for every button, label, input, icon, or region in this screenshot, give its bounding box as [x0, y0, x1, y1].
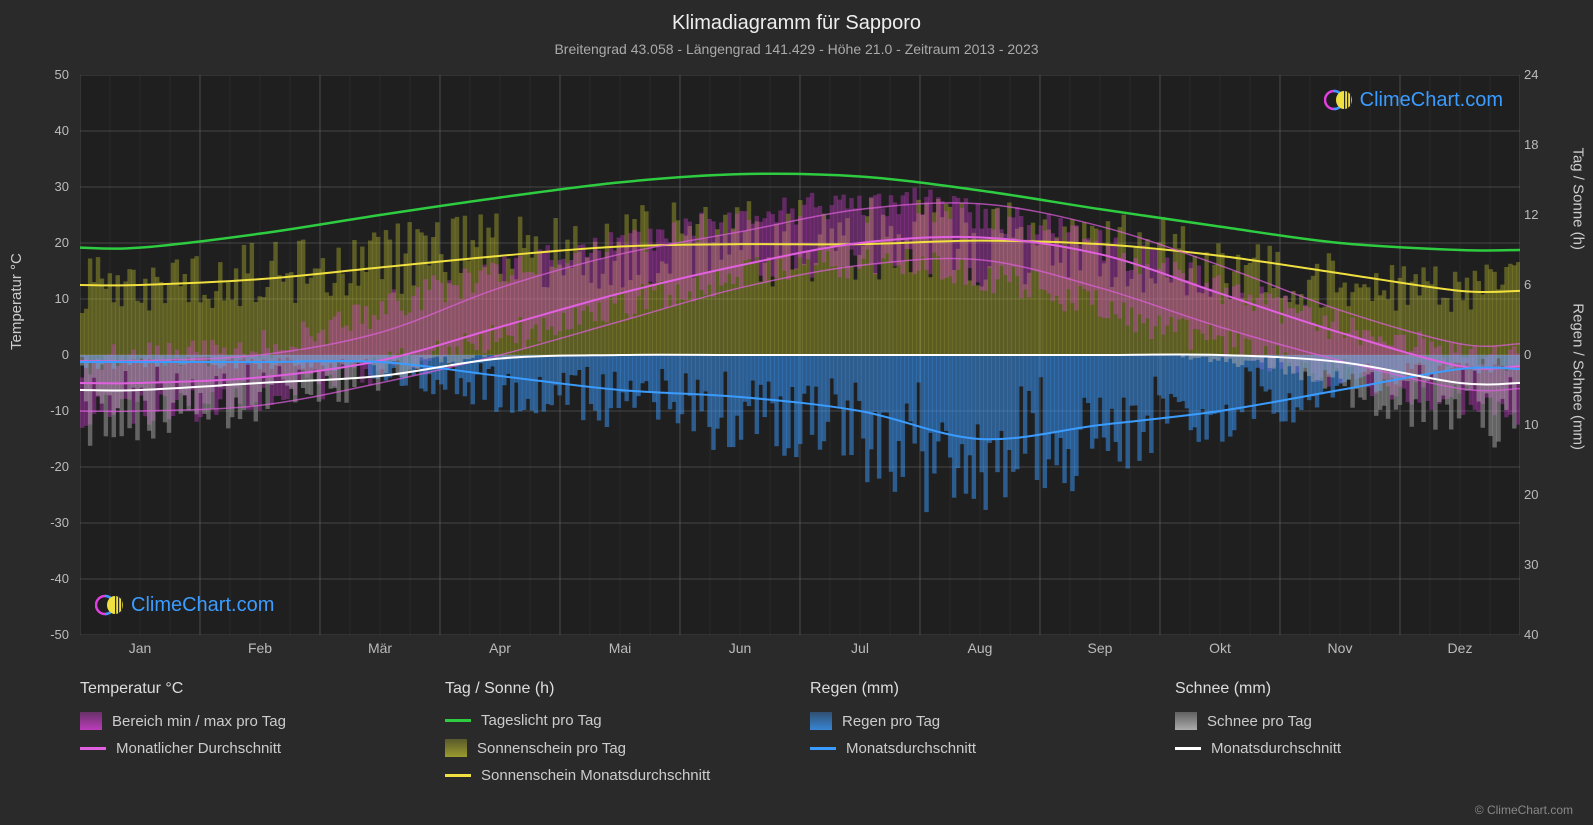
x-tick-month: Okt	[1209, 640, 1231, 656]
legend-swatch	[1175, 747, 1201, 750]
legend-item: Sonnenschein Monatsdurchschnitt	[445, 767, 790, 784]
x-tick-month: Dez	[1448, 640, 1473, 656]
legend-item: Tageslicht pro Tag	[445, 712, 790, 729]
x-tick-month: Jan	[129, 640, 152, 656]
legend-label: Sonnenschein Monatsdurchschnitt	[481, 767, 710, 784]
legend-swatch	[810, 712, 832, 730]
legend-label: Schnee pro Tag	[1207, 713, 1312, 730]
legend-item: Monatsdurchschnitt	[1175, 740, 1520, 757]
logo-icon	[95, 590, 125, 620]
legend: Temperatur °C Bereich min / max pro Tag Mo…	[80, 680, 1520, 794]
x-tick-month: Nov	[1328, 640, 1353, 656]
y-right-tick: 12	[1524, 207, 1538, 222]
copyright: © ClimeChart.com	[1475, 803, 1573, 817]
legend-swatch	[80, 712, 102, 730]
y-right-tick: 40	[1524, 627, 1538, 642]
y-left-tick: -10	[19, 403, 69, 418]
y-left-tick: 50	[19, 67, 69, 82]
y-axis-left: 50403020100-10-20-30-40-50	[18, 75, 73, 635]
legend-item: Regen pro Tag	[810, 712, 1155, 730]
legend-header: Tag / Sonne (h)	[445, 680, 790, 698]
y-right-tick: 0	[1524, 347, 1531, 362]
legend-label: Monatsdurchschnitt	[1211, 740, 1341, 757]
x-tick-month: Mär	[368, 640, 392, 656]
y-right-tick: 18	[1524, 137, 1538, 152]
legend-item: Monatlicher Durchschnitt	[80, 740, 425, 757]
legend-swatch	[80, 747, 106, 750]
legend-header: Temperatur °C	[80, 680, 425, 698]
legend-label: Monatsdurchschnitt	[846, 740, 976, 757]
legend-column: Regen (mm) Regen pro Tag Monatsdurchschnit…	[810, 680, 1155, 794]
x-tick-month: Feb	[248, 640, 272, 656]
y-left-tick: 10	[19, 291, 69, 306]
legend-swatch	[810, 747, 836, 750]
legend-header: Schnee (mm)	[1175, 680, 1520, 698]
x-tick-month: Sep	[1088, 640, 1113, 656]
legend-item: Schnee pro Tag	[1175, 712, 1520, 730]
legend-header: Regen (mm)	[810, 680, 1155, 698]
legend-column: Tag / Sonne (h) Tageslicht pro Tag Sonnens…	[445, 680, 790, 794]
x-tick-month: Apr	[489, 640, 511, 656]
legend-label: Regen pro Tag	[842, 713, 940, 730]
legend-item: Sonnenschein pro Tag	[445, 739, 790, 757]
chart-title: Klimadiagramm für Sapporo	[0, 0, 1593, 35]
y-left-tick: 40	[19, 123, 69, 138]
y-left-tick: 0	[19, 347, 69, 362]
y-right-tick: 24	[1524, 67, 1538, 82]
x-tick-month: Jun	[729, 640, 752, 656]
legend-swatch	[445, 719, 471, 722]
legend-column: Temperatur °C Bereich min / max pro Tag Mo…	[80, 680, 425, 794]
plot-svg	[80, 75, 1520, 635]
x-tick-month: Jul	[851, 640, 869, 656]
y-axis-right: 2418126010203040	[1520, 75, 1575, 635]
logo-text: ClimeChart.com	[131, 594, 274, 617]
y-left-tick: -50	[19, 627, 69, 642]
chart-plot-area	[80, 75, 1520, 635]
x-tick-month: Aug	[968, 640, 993, 656]
y-left-tick: 30	[19, 179, 69, 194]
legend-swatch	[1175, 712, 1197, 730]
y-right-tick: 30	[1524, 557, 1538, 572]
y-left-tick: -20	[19, 459, 69, 474]
legend-item: Monatsdurchschnitt	[810, 740, 1155, 757]
legend-label: Monatlicher Durchschnitt	[116, 740, 281, 757]
legend-label: Bereich min / max pro Tag	[112, 713, 286, 730]
legend-label: Tageslicht pro Tag	[481, 712, 602, 729]
logo-top-right: ClimeChart.com	[1324, 85, 1503, 115]
legend-column: Schnee (mm) Schnee pro Tag Monatsdurchschn…	[1175, 680, 1520, 794]
y-left-tick: -30	[19, 515, 69, 530]
legend-label: Sonnenschein pro Tag	[477, 740, 626, 757]
y-left-tick: -40	[19, 571, 69, 586]
legend-swatch	[445, 739, 467, 757]
x-tick-month: Mai	[609, 640, 632, 656]
y-right-tick: 6	[1524, 277, 1531, 292]
legend-item: Bereich min / max pro Tag	[80, 712, 425, 730]
logo-bottom-left: ClimeChart.com	[95, 590, 274, 620]
y-right-tick: 20	[1524, 487, 1538, 502]
logo-text: ClimeChart.com	[1360, 89, 1503, 112]
chart-subtitle: Breitengrad 43.058 - Längengrad 141.429 …	[0, 35, 1593, 57]
logo-icon	[1324, 85, 1354, 115]
legend-swatch	[445, 774, 471, 777]
x-axis: Jan Feb Mär Apr Mai Jun Jul Aug Sep Okt Nov Dez	[80, 640, 1520, 665]
y-left-tick: 20	[19, 235, 69, 250]
y-right-tick: 10	[1524, 417, 1538, 432]
